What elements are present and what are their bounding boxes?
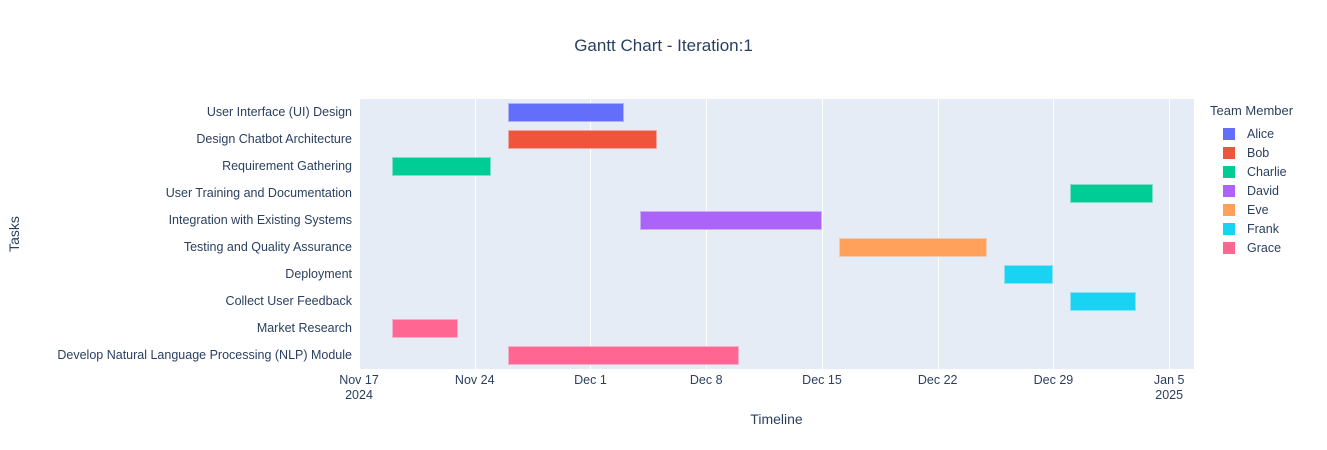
x-tick-date: Jan 5 (1153, 373, 1185, 387)
x-gridline (1053, 99, 1055, 369)
y-tick-label: Integration with Existing Systems (168, 213, 352, 227)
x-tick-label: Dec 15 (802, 373, 842, 388)
gantt-bar[interactable] (838, 238, 988, 257)
x-tick-year: 2024 (345, 388, 373, 402)
x-tick-label: Dec 29 (1034, 373, 1074, 388)
legend-swatch-icon (1223, 165, 1235, 178)
x-gridline (1169, 99, 1171, 369)
legend-item-label: Eve (1247, 202, 1269, 217)
x-tick-date: Dec 8 (689, 373, 723, 387)
gantt-bar[interactable] (1003, 265, 1054, 284)
gantt-bar[interactable] (640, 211, 822, 230)
plot-area (359, 99, 1194, 369)
legend-swatch-icon (1223, 184, 1235, 197)
gantt-bar[interactable] (392, 319, 459, 338)
legend-items: Alice Bob Charlie David Eve Frank Grace (1210, 124, 1293, 257)
legend: Team Member Alice Bob Charlie David Eve Frank… (1210, 103, 1293, 257)
x-tick-date: Dec 22 (917, 373, 958, 387)
legend-title: Team Member (1210, 103, 1294, 118)
gantt-bar[interactable] (1069, 184, 1153, 203)
legend-item-alice[interactable]: Alice (1210, 124, 1293, 143)
x-gridline (706, 99, 708, 369)
y-tick-label: Deployment (285, 267, 352, 281)
x-gridline (821, 99, 823, 369)
x-gridline (359, 99, 360, 369)
x-tick-label: Jan 5 2025 (1154, 373, 1185, 403)
legend-item-eve[interactable]: Eve (1210, 200, 1293, 219)
legend-swatch-icon (1223, 146, 1235, 159)
y-axis-title: Tasks (6, 216, 22, 252)
x-tick-date: Nov 24 (454, 373, 495, 387)
gantt-bar[interactable] (507, 130, 657, 149)
x-tick-label: Nov 24 (455, 373, 495, 388)
legend-swatch-icon (1223, 241, 1235, 254)
gantt-bar[interactable] (392, 157, 492, 176)
legend-item-charlie[interactable]: Charlie (1210, 162, 1293, 181)
x-tick-date: Dec 1 (574, 373, 607, 387)
y-tick-label: Requirement Gathering (222, 159, 352, 173)
y-tick-label: Testing and Quality Assurance (183, 240, 352, 254)
legend-item-bob[interactable]: Bob (1210, 143, 1293, 162)
y-tick-label: Market Research (256, 321, 352, 335)
x-tick-label: Nov 17 2024 (339, 373, 379, 403)
legend-item-label: David (1247, 183, 1279, 198)
legend-item-label: Frank (1247, 221, 1279, 236)
legend-swatch-icon (1223, 127, 1235, 140)
y-tick-label: Collect User Feedback (225, 294, 352, 308)
gantt-bar[interactable] (1069, 292, 1137, 311)
x-tick-label: Dec 8 (690, 373, 723, 388)
y-tick-label: User Interface (UI) Design (206, 105, 352, 119)
legend-item-label: Grace (1247, 240, 1282, 255)
legend-item-label: Bob (1247, 145, 1270, 160)
gantt-bar[interactable] (507, 346, 740, 365)
y-tick-label: User Training and Documentation (165, 186, 352, 200)
x-gridline (590, 99, 592, 369)
legend-item-frank[interactable]: Frank (1210, 219, 1293, 238)
x-axis-title: Timeline (750, 411, 803, 427)
x-tick-label: Dec 1 (574, 373, 607, 388)
legend-item-grace[interactable]: Grace (1210, 238, 1293, 257)
chart-title: Gantt Chart - Iteration:1 (574, 36, 753, 55)
legend-swatch-icon (1223, 222, 1235, 235)
gantt-bar[interactable] (507, 103, 624, 122)
x-tick-date: Dec 29 (1033, 373, 1074, 387)
x-tick-date: Dec 15 (802, 373, 842, 387)
legend-item-label: Alice (1247, 126, 1275, 141)
x-tick-date: Nov 17 (339, 373, 379, 387)
y-tick-label: Develop Natural Language Processing (NLP… (57, 348, 352, 362)
x-tick-year: 2025 (1155, 388, 1184, 402)
x-gridline (474, 99, 476, 369)
x-gridline (937, 99, 939, 369)
legend-item-label: Charlie (1247, 164, 1287, 179)
x-tick-label: Dec 22 (918, 373, 958, 388)
y-tick-label: Design Chatbot Architecture (196, 132, 352, 146)
legend-swatch-icon (1223, 203, 1235, 216)
legend-item-david[interactable]: David (1210, 181, 1293, 200)
